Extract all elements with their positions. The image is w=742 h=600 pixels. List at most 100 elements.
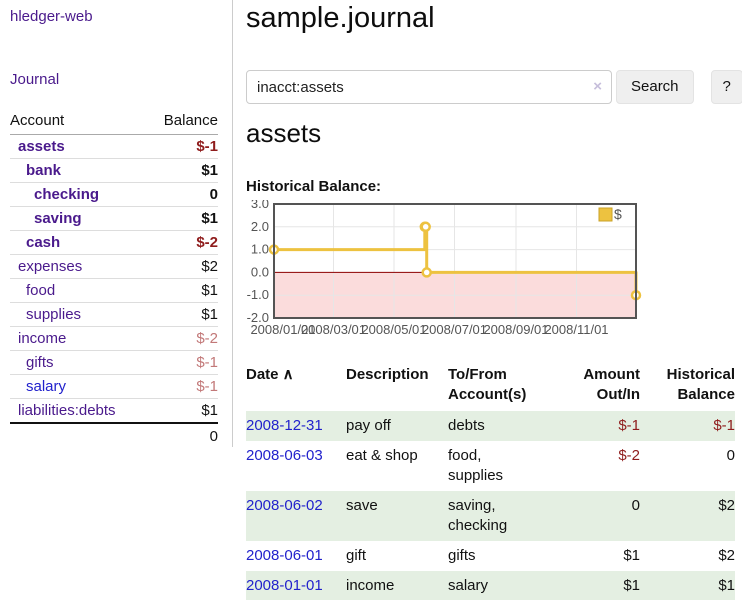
y-tick-label: -1.0 <box>247 287 269 302</box>
chart-label: Historical Balance: <box>246 178 381 195</box>
accounts-header-account: Account <box>10 109 147 135</box>
register-description: eat & shop <box>346 441 448 491</box>
y-tick-label: 1.0 <box>251 242 269 257</box>
y-tick-label: 0.0 <box>251 264 269 279</box>
sidebar-account-balance: $1 <box>147 279 218 303</box>
x-tick-label: 2008/09/01 <box>483 322 548 337</box>
account-heading: assets <box>246 118 321 149</box>
register-accounts: salary <box>448 571 545 600</box>
sidebar-account-link[interactable]: salary <box>26 378 66 395</box>
main-content: sample.journal × Search? assets Historic… <box>246 0 742 582</box>
sort-ascending-icon: ∧ <box>279 366 294 383</box>
page-title: sample.journal <box>246 2 435 35</box>
sidebar-account-row: assets $-1 <box>10 135 218 159</box>
sidebar-account-row: supplies $1 <box>10 303 218 327</box>
register-date-link[interactable]: 2008-06-01 <box>246 547 323 564</box>
sidebar-account-row: liabilities:debts $1 <box>10 399 218 424</box>
register-description: gift <box>346 541 448 571</box>
sidebar-account-row: bank $1 <box>10 159 218 183</box>
sidebar-account-balance: $-1 <box>147 375 218 399</box>
register-accounts: debts <box>448 411 545 441</box>
sidebar-account-link[interactable]: income <box>18 330 66 347</box>
x-tick-label: 2008/03/01 <box>301 322 366 337</box>
legend-label: $ <box>614 206 622 222</box>
sidebar-account-row: cash $-2 <box>10 231 218 255</box>
x-tick-label: 2008/11/01 <box>544 322 608 337</box>
sidebar-account-balance: $2 <box>147 255 218 279</box>
help-button[interactable]: ? <box>711 70 742 104</box>
sidebar-account-balance: $1 <box>147 303 218 327</box>
register-balance: $2 <box>640 541 735 571</box>
sidebar-account-link[interactable]: food <box>26 282 55 299</box>
search-input[interactable] <box>246 70 612 104</box>
sidebar-account-link[interactable]: cash <box>26 234 60 251</box>
sidebar-account-row: saving $1 <box>10 207 218 231</box>
sidebar-item-journal[interactable]: Journal <box>10 71 218 88</box>
y-tick-label: 2.0 <box>251 219 269 234</box>
x-tick-label: 2008/05/01 <box>361 322 426 337</box>
accounts-header-balance: Balance <box>147 109 218 135</box>
app-title-link[interactable]: hledger-web <box>10 8 218 25</box>
sidebar-account-link[interactable]: supplies <box>26 306 81 323</box>
register-balance: $-1 <box>640 411 735 441</box>
search-row: × Search? <box>246 70 742 104</box>
register-balance: $1 <box>640 571 735 600</box>
sidebar-total-row: 0 <box>10 423 218 448</box>
sidebar-account-balance: $-1 <box>147 351 218 375</box>
register-description: pay off <box>346 411 448 441</box>
clear-search-icon[interactable]: × <box>593 79 602 94</box>
sidebar-account-link[interactable]: bank <box>26 162 61 179</box>
register-accounts: food, supplies <box>448 441 545 491</box>
register-amount: $1 <box>545 541 640 571</box>
sidebar-account-balance: $-1 <box>147 135 218 159</box>
sidebar-account-row: expenses $2 <box>10 255 218 279</box>
sidebar: hledger-web Journal Account Balance asse… <box>0 0 233 447</box>
accounts-table: Account Balance assets $-1 bank $1 checking 0… <box>10 109 218 448</box>
sidebar-account-balance: $1 <box>147 207 218 231</box>
register-date-link[interactable]: 2008-06-02 <box>246 497 323 514</box>
register-balance: 0 <box>640 441 735 491</box>
register-amount: $1 <box>545 571 640 600</box>
sidebar-account-balance: $1 <box>147 159 218 183</box>
register-accounts: saving, checking <box>448 491 545 541</box>
sidebar-account-link[interactable]: checking <box>34 186 99 203</box>
sidebar-total-balance: 0 <box>147 423 218 448</box>
search-box: × <box>246 70 612 104</box>
search-button[interactable]: Search <box>616 70 694 104</box>
y-tick-label: 3.0 <box>251 200 269 211</box>
sidebar-account-link[interactable]: gifts <box>26 354 54 371</box>
register-amount: 0 <box>545 491 640 541</box>
sidebar-account-row: checking 0 <box>10 183 218 207</box>
sidebar-account-balance: $-2 <box>147 327 218 351</box>
register-column-header-description: Description <box>346 362 448 411</box>
sidebar-account-row: income $-2 <box>10 327 218 351</box>
sidebar-account-row: food $1 <box>10 279 218 303</box>
legend-swatch-icon <box>599 208 612 221</box>
sidebar-account-link[interactable]: liabilities:debts <box>18 402 116 419</box>
sidebar-account-link[interactable]: saving <box>34 210 82 227</box>
x-tick-label: 2008/07/01 <box>422 322 487 337</box>
register-amount: $-2 <box>545 441 640 491</box>
balance-chart-svg: 3.02.01.00.0-1.0-2.02008/01/012008/03/01… <box>246 200 726 344</box>
register-date-link[interactable]: 2008-06-03 <box>246 447 323 464</box>
chart-point <box>422 223 430 231</box>
sidebar-account-link[interactable]: assets <box>18 138 65 155</box>
sidebar-account-row: gifts $-1 <box>10 351 218 375</box>
sidebar-account-link[interactable]: expenses <box>18 258 82 275</box>
register-date-link[interactable]: 2008-01-01 <box>246 577 323 594</box>
sidebar-account-balance: $-2 <box>147 231 218 255</box>
register-balance: $2 <box>640 491 735 541</box>
register-description: save <box>346 491 448 541</box>
register-column-header-date[interactable]: Date ∧ <box>246 362 346 411</box>
sidebar-account-balance: $1 <box>147 399 218 424</box>
sidebar-account-balance: 0 <box>147 183 218 207</box>
register-date-link[interactable]: 2008-12-31 <box>246 417 323 434</box>
register-description: income <box>346 571 448 600</box>
